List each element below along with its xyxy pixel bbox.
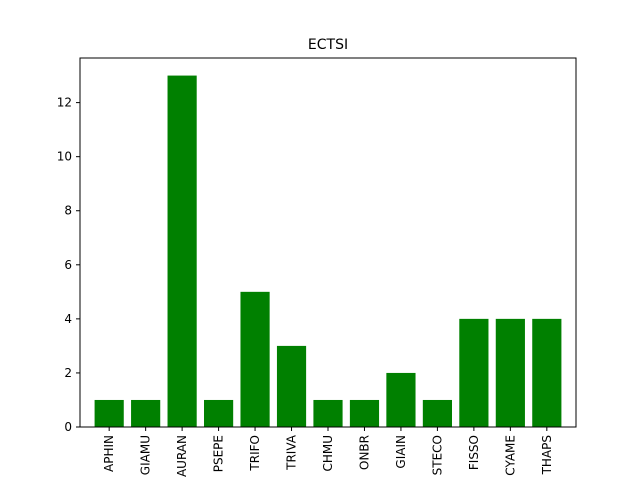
y-tick-label: 12 (57, 96, 72, 110)
x-tick-label: PSEPE (212, 435, 226, 472)
y-tick-label: 10 (57, 150, 72, 164)
bar-giain (386, 372, 416, 427)
x-tick-label: GIAIN (394, 435, 408, 469)
x-tick-label: THAPS (540, 435, 554, 475)
bar-triva (276, 345, 307, 427)
x-tick-label: ONBR (357, 435, 371, 470)
y-tick-label: 6 (64, 258, 72, 272)
bar-fisso (459, 318, 489, 427)
x-axis-ticks: APHIN GIAMU AURAN PSEPE TRIFO TRIVA CHMU ONBR GI… (102, 427, 554, 477)
bar-trifo (240, 291, 270, 427)
x-tick-label: GIAMU (139, 435, 153, 475)
x-tick-label: FISSO (467, 435, 481, 470)
bar-steco (422, 399, 452, 427)
bar-psepe (204, 399, 234, 427)
x-tick-label: AURAN (175, 435, 189, 477)
bar-auran (167, 75, 197, 428)
bar-aphin (94, 399, 124, 427)
y-tick-label: 2 (64, 366, 72, 380)
chart-title: ECTSI (308, 37, 348, 53)
y-tick-label: 8 (64, 204, 72, 218)
x-tick-label: APHIN (102, 435, 116, 472)
bar-onbr (349, 399, 380, 427)
plot-area-frame (79, 57, 577, 428)
bar-thaps (532, 318, 562, 427)
y-tick-label: 0 (64, 420, 72, 434)
bars-group (94, 75, 562, 428)
x-tick-label: CYAME (503, 435, 517, 476)
y-axis-ticks: 0 2 4 6 8 10 12 (57, 96, 80, 434)
x-tick-label: TRIFO (248, 435, 262, 472)
x-tick-label: STECO (430, 435, 444, 475)
bar-giamu (131, 399, 161, 427)
bar-chmu (313, 399, 343, 427)
x-tick-label: CHMU (321, 435, 335, 472)
x-tick-label: TRIVA (285, 434, 299, 471)
bar-cyame (495, 318, 525, 427)
y-tick-label: 4 (64, 312, 72, 326)
